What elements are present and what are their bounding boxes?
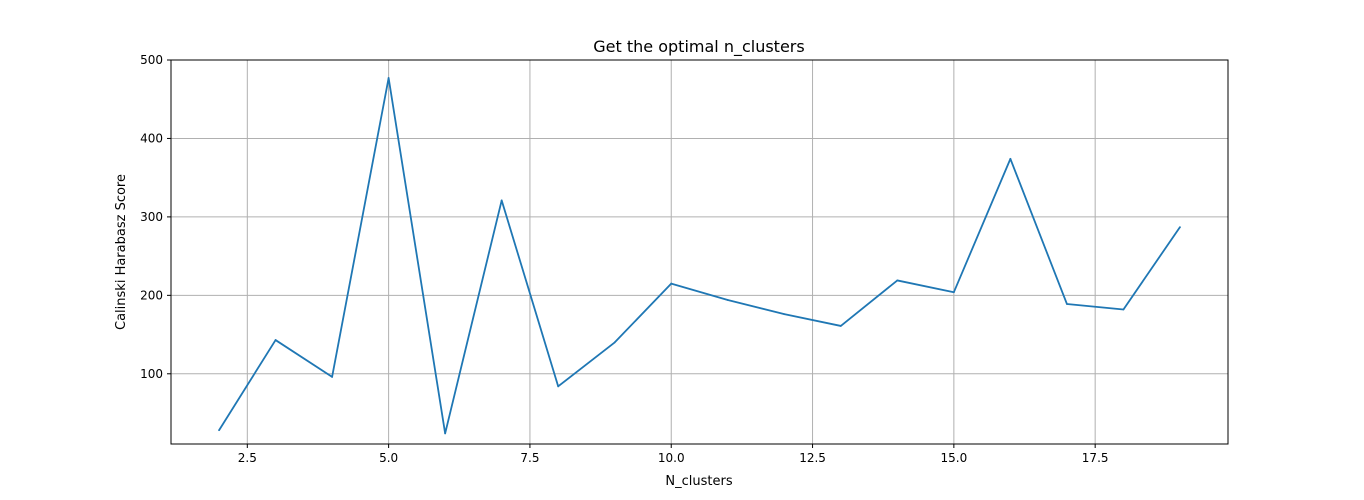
x-tick-label: 12.5: [799, 451, 826, 465]
data-point: [1122, 308, 1125, 311]
y-axis: 100 200 300 400 500: [140, 53, 171, 381]
series-line: [218, 77, 1181, 435]
data-point: [896, 279, 899, 282]
data-point: [274, 339, 277, 341]
x-axis: 2.5 5.0 7.5 10.0 12.5 15.0 17.5: [238, 444, 1109, 465]
y-tick-label: 400: [140, 131, 163, 145]
plot-area: [171, 60, 1228, 444]
data-point: [557, 385, 560, 388]
chart-title: Get the optimal n_clusters: [593, 37, 804, 57]
x-tick-label: 15.0: [940, 451, 967, 465]
x-tick-label: 7.5: [520, 451, 539, 465]
x-tick-label: 10.0: [658, 451, 685, 465]
data-point: [726, 299, 729, 301]
data-point: [500, 199, 503, 202]
y-tick-label: 100: [140, 367, 163, 381]
data-point: [1009, 157, 1012, 160]
y-tick-label: 200: [140, 288, 163, 302]
data-point: [783, 313, 786, 316]
data-point: [952, 291, 955, 294]
plot-frame: [170, 59, 1229, 445]
x-tick-label: 2.5: [238, 451, 257, 465]
data-point: [218, 429, 220, 432]
x-tick-label: 5.0: [379, 451, 398, 465]
data-point: [670, 282, 673, 285]
series-layer: [218, 77, 1181, 435]
data-point: [839, 325, 842, 327]
data-point: [387, 77, 390, 79]
data-point: [1179, 226, 1181, 228]
data-point: [613, 341, 616, 344]
x-axis-label: N_clusters: [665, 474, 732, 489]
y-tick-label: 500: [140, 53, 163, 67]
y-tick-label: 300: [140, 210, 163, 224]
data-point: [331, 376, 333, 378]
data-point: [1066, 303, 1068, 305]
data-point: [444, 432, 447, 435]
x-tick-label: 17.5: [1082, 451, 1109, 465]
y-axis-label: Calinski Harabasz Score: [114, 174, 129, 330]
